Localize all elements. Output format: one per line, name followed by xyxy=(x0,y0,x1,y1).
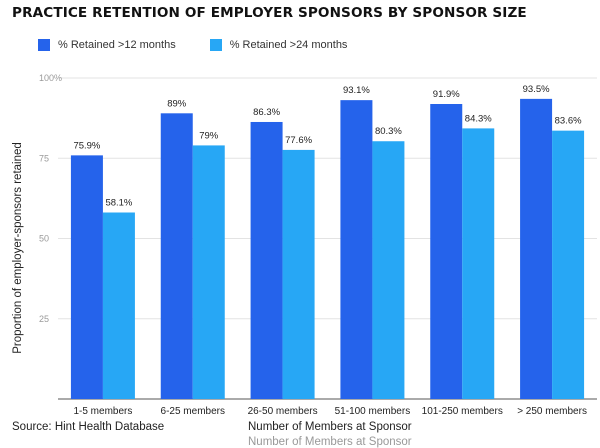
x-tick-label: 26-50 members xyxy=(248,406,318,417)
y-tick-label: 100% xyxy=(39,73,62,83)
legend-item-24-months: % Retained >24 months xyxy=(209,39,348,51)
bar-24m xyxy=(282,149,315,399)
data-label: 84.3% xyxy=(465,113,492,124)
source-note: Source: Hint Health Database xyxy=(12,421,165,433)
x-tick-label: 101-250 members xyxy=(422,406,503,417)
data-label: 93.1% xyxy=(343,85,370,96)
data-label: 83.6% xyxy=(555,116,582,127)
y-tick-label: 50 xyxy=(39,234,49,244)
x-axis-title-cutoff: Number of Members at Sponsor xyxy=(248,436,412,448)
bar-12m xyxy=(70,155,103,399)
legend-label-24-months: % Retained >24 months xyxy=(229,39,348,51)
y-tick-label: 75 xyxy=(39,153,49,163)
bar-24m xyxy=(552,130,585,400)
legend-item-12-months: % Retained >12 months xyxy=(38,39,176,51)
data-label: 89% xyxy=(167,98,187,109)
y-tick-label: 25 xyxy=(39,314,49,324)
x-tick-label: 6-25 members xyxy=(161,406,225,417)
data-label: 75.9% xyxy=(73,140,100,151)
data-label: 80.3% xyxy=(375,126,402,137)
chart-legend: % Retained >12 months % Retained >24 mon… xyxy=(38,39,381,51)
chart-title: PRACTICE RETENTION OF EMPLOYER SPONSORS … xyxy=(12,5,527,21)
data-label: 79% xyxy=(199,130,219,141)
data-label: 86.3% xyxy=(253,107,280,118)
bar-12m xyxy=(520,98,553,400)
bar-12m xyxy=(160,113,193,399)
data-label: 93.5% xyxy=(523,84,550,95)
data-label: 58.1% xyxy=(105,197,132,208)
legend-swatch-12-months xyxy=(38,39,50,51)
data-label: 91.9% xyxy=(433,89,460,100)
x-tick-label: 1-5 members xyxy=(73,406,132,417)
x-tick-label: 51-100 members xyxy=(335,406,411,417)
legend-label-12-months: % Retained >12 months xyxy=(58,39,176,51)
bar-12m xyxy=(340,100,373,400)
bar-24m xyxy=(192,145,225,399)
y-axis-title: Proportion of employer-sponsors retained xyxy=(12,142,24,354)
bar-12m xyxy=(430,104,463,399)
bar-24m xyxy=(462,128,495,399)
x-axis-title: Number of Members at Sponsor xyxy=(248,421,412,433)
x-tick-label: > 250 members xyxy=(517,406,587,417)
bar-12m xyxy=(250,121,283,400)
bar-24m xyxy=(102,212,135,399)
legend-swatch-24-months xyxy=(209,39,222,51)
bar-24m xyxy=(372,141,405,399)
data-label: 77.6% xyxy=(285,135,312,146)
